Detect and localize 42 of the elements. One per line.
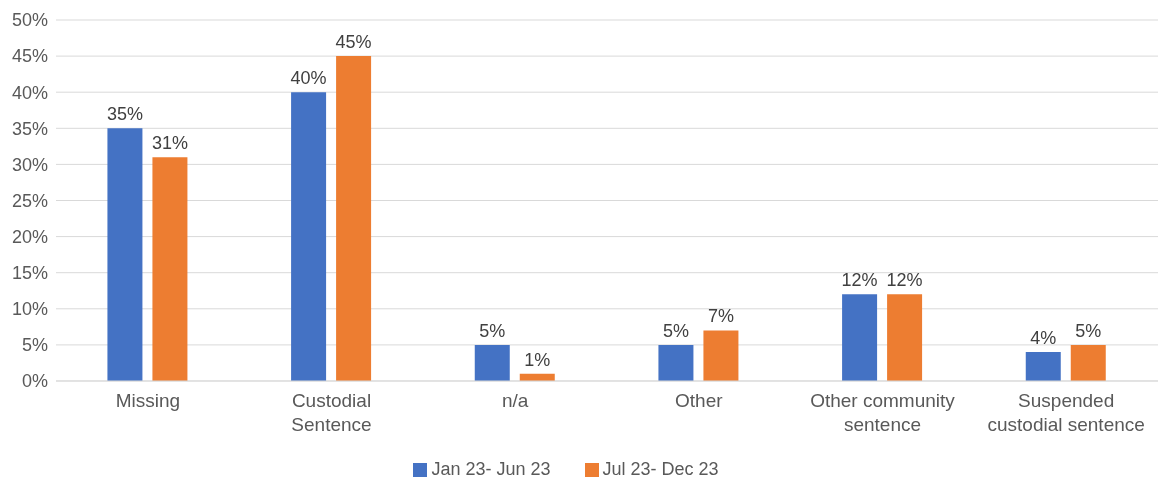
x-tick-label: Custodial Sentence: [291, 390, 372, 435]
x-tick-label: Suspended custodial sentence: [987, 390, 1145, 435]
bar: [1025, 352, 1061, 381]
data-label: 5%: [479, 320, 506, 341]
x-tick-label: n/a: [501, 390, 529, 411]
bar: [336, 56, 372, 381]
y-tick-label: 15%: [11, 263, 48, 284]
y-tick-label: 50%: [11, 10, 48, 31]
y-tick-label: 25%: [11, 190, 48, 211]
data-label: 35%: [106, 104, 143, 125]
y-tick-label: 0%: [21, 371, 48, 392]
data-label: 31%: [151, 133, 188, 154]
bar: [842, 294, 878, 381]
data-label: 5%: [662, 320, 689, 341]
bar: [1070, 344, 1106, 381]
x-tick-label: Other community sentence: [810, 390, 956, 435]
x-tick-label: Missing: [115, 390, 181, 411]
legend-label: Jul 23- Dec 23: [602, 459, 719, 479]
bar: [474, 344, 510, 381]
bar: [291, 92, 327, 381]
data-label: 7%: [707, 306, 734, 327]
y-tick-label: 5%: [21, 335, 48, 356]
y-tick-label: 20%: [11, 226, 48, 247]
bar: [703, 330, 739, 381]
data-label: 40%: [290, 68, 327, 89]
y-tick-label: 40%: [11, 82, 48, 103]
y-tick-label: 35%: [11, 118, 48, 139]
data-label: 4%: [1030, 328, 1057, 349]
legend-label: Jan 23- Jun 23: [431, 459, 551, 479]
bar: [152, 157, 188, 381]
data-label: 12%: [886, 270, 923, 291]
y-tick-label: 30%: [11, 154, 48, 175]
bar: [887, 294, 923, 381]
data-label: 45%: [335, 32, 372, 53]
bar: [658, 344, 694, 381]
y-tick-label: 45%: [11, 46, 48, 67]
x-tick-label: Other: [675, 390, 724, 411]
data-label: 12%: [841, 270, 878, 291]
data-label: 5%: [1075, 320, 1102, 341]
y-tick-label: 10%: [11, 299, 48, 320]
data-label: 1%: [524, 349, 551, 370]
bar: [107, 128, 143, 381]
